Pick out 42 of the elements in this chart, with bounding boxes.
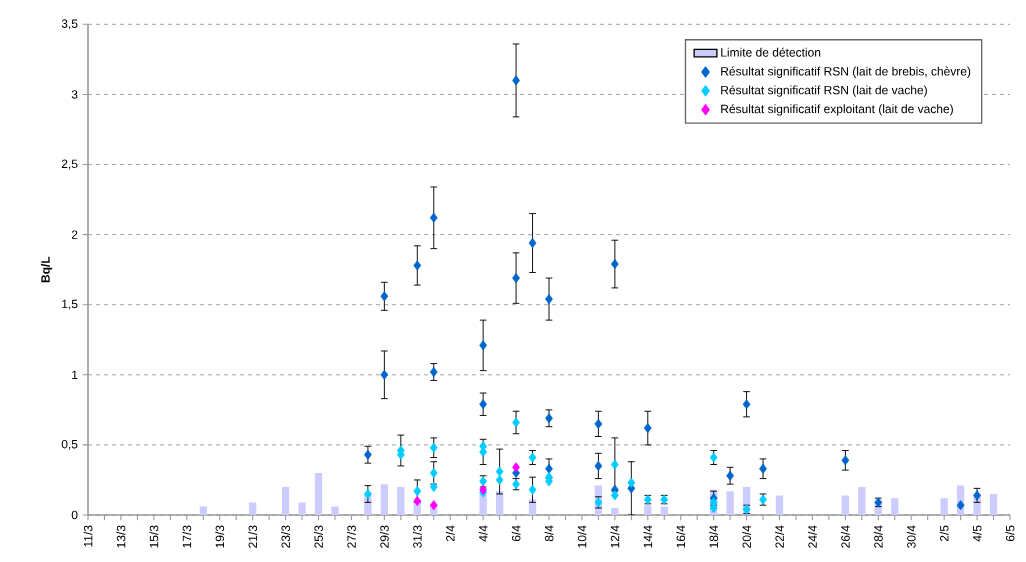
x-tick-label: 20/4 <box>742 525 751 548</box>
y-tick-label: 2 <box>71 230 78 239</box>
legend-label: Résultat significatif exploitant (lait de vache) <box>721 104 953 116</box>
y-tick-label: 3,5 <box>61 19 78 30</box>
x-tick-label: 21/3 <box>248 525 258 548</box>
y-tick-label: 0 <box>71 510 78 520</box>
x-tick-label: 11/3 <box>83 525 93 547</box>
y-tick-label: 1 <box>72 370 78 379</box>
x-tick-label: 6/5 <box>1005 525 1015 542</box>
x-tick-label: 2/4 <box>445 525 455 542</box>
legend-label: Résultat significatif RSN (lait de vache) <box>721 85 927 97</box>
x-tick-label: 31/3 <box>412 525 422 548</box>
x-tick-label: 27/3 <box>347 525 356 548</box>
x-tick-label: 6/4 <box>511 525 521 542</box>
x-tick-label: 23/3 <box>281 525 290 548</box>
y-axis-title: Bq/L <box>40 256 53 283</box>
x-tick-label: 15/3 <box>149 525 159 548</box>
x-tick-label: 24/4 <box>808 525 817 548</box>
x-tick-label: 16/4 <box>676 525 686 548</box>
x-tick-label: 28/4 <box>873 525 883 548</box>
x-tick-label: 13/3 <box>116 525 126 548</box>
x-tick-label: 25/3 <box>314 525 323 548</box>
x-tick-label: 8/4 <box>544 525 554 542</box>
x-tick-label: 17/3 <box>182 525 192 548</box>
y-tick-label: 0,5 <box>61 439 78 450</box>
x-tick-label: 4/4 <box>478 525 488 542</box>
x-tick-label: 10/4 <box>577 525 587 548</box>
x-tick-label: 18/4 <box>709 525 719 548</box>
x-tick-label: 19/3 <box>215 525 225 548</box>
y-tick-label: 3 <box>71 90 78 99</box>
x-tick-label: 14/4 <box>643 525 653 548</box>
x-tick-label: 22/4 <box>775 525 784 548</box>
x-tick-label: 29/3 <box>379 525 389 548</box>
y-tick-label: 2,5 <box>61 159 78 170</box>
x-tick-label: 26/4 <box>840 525 850 548</box>
y-tick-label: 1,5 <box>62 299 78 310</box>
x-tick-label: 30/4 <box>906 525 916 548</box>
x-tick-label: 12/4 <box>610 525 620 548</box>
legend-label: Résultat significatif RSN (lait de brebis, chèvre) <box>721 66 971 78</box>
legend-label: Limite de détection <box>721 47 821 57</box>
x-tick-label: 2/5 <box>939 525 949 542</box>
x-tick-label: 4/5 <box>972 525 982 542</box>
